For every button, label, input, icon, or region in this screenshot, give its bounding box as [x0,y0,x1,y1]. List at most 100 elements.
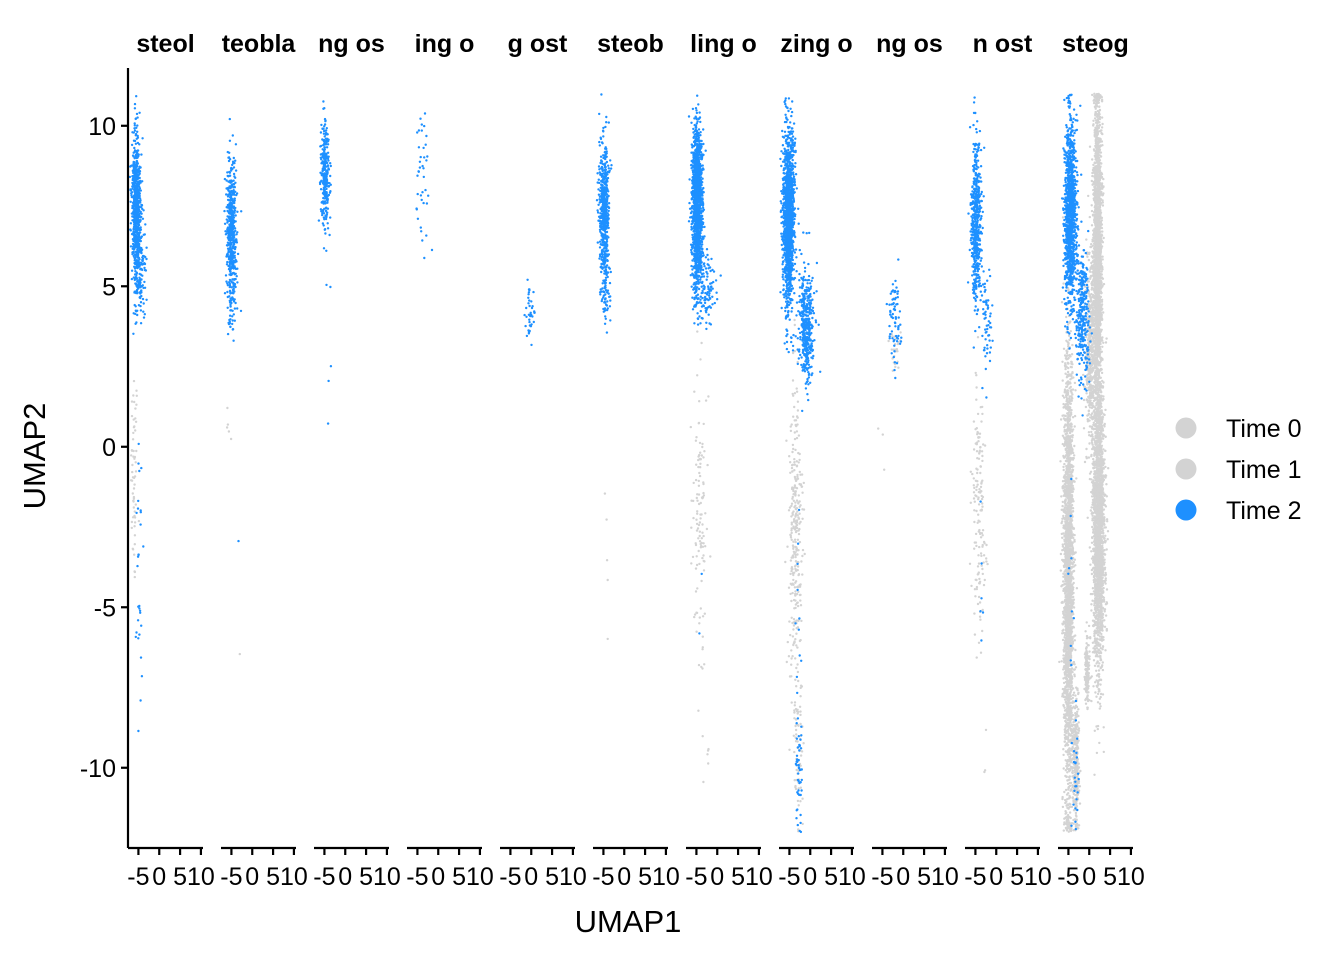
scatter-point [529,325,533,328]
scatter-point [601,248,604,251]
scatter-point [228,174,231,178]
scatter-point [320,201,323,204]
scatter-point [794,507,798,511]
scatter-point [235,238,238,241]
scatter-point [795,390,799,393]
scatter-point [607,206,611,210]
scatter-point [227,238,231,242]
scatter-point [704,309,707,312]
scatter-point [795,387,798,390]
scatter-point [422,146,425,150]
scatter-point [530,343,533,347]
scatter-point [140,205,143,209]
scatter-point [606,307,609,310]
scatter-point [228,278,232,282]
scatter-point [131,169,134,173]
scatter-point [694,226,697,229]
scatter-point [228,139,232,142]
scatter-point [802,742,805,745]
scatter-point [424,188,427,192]
scatter-point [713,301,716,305]
scatter-point [697,168,701,171]
scatter-point [698,176,701,180]
scatter-point [599,186,602,189]
scatter-point [599,212,602,215]
scatter-point [700,572,703,576]
scatter-point [322,127,325,130]
scatter-point [233,278,236,281]
scatter-point [695,463,698,466]
scatter-point [422,201,425,205]
scatter-point [606,225,609,228]
scatter-point [697,537,700,540]
scatter-point [610,164,613,167]
scatter-point [602,208,605,211]
scatter-point [134,470,138,473]
scatter-point [798,512,801,515]
scatter-point [706,749,710,752]
scatter-point [140,675,144,678]
scatter-point [801,797,804,800]
scatter-point [134,503,137,506]
scatter-point [130,277,134,281]
x-tick-label: 0 [245,863,259,891]
scatter-point [695,133,698,136]
scatter-point [795,487,799,490]
scatter-point [133,570,136,573]
scatter-point [133,400,136,404]
scatter-point [697,549,700,553]
scatter-point [698,217,701,220]
scatter-point [323,135,326,138]
scatter-point [229,256,232,260]
facet-points [128,95,148,733]
scatter-point [793,251,797,254]
scatter-point [791,555,795,559]
scatter-point [793,517,796,521]
scatter-point [141,137,144,140]
scatter-point [321,154,325,157]
scatter-point [231,190,234,193]
scatter-point [702,542,705,545]
scatter-point [696,162,699,165]
scatter-point [795,415,799,418]
scatter-point [795,521,799,524]
scatter-point [704,545,707,548]
scatter-point [697,205,701,208]
scatter-point [703,450,706,453]
scatter-point [696,512,699,515]
scatter-point [790,657,793,660]
scatter-point [790,663,793,666]
scatter-point [232,220,235,223]
scatter-point [139,699,142,702]
scatter-point [231,134,234,137]
scatter-point [135,254,138,257]
scatter-point [692,208,695,211]
scatter-point [232,242,236,246]
scatter-point [136,280,139,283]
scatter-point [703,612,706,615]
scatter-point [796,740,799,743]
scatter-point [137,193,141,196]
scatter-point [133,177,136,180]
scatter-point [702,186,705,190]
scatter-point [329,190,332,193]
scatter-point [601,129,605,132]
scatter-point [701,296,704,300]
scatter-point [696,510,699,513]
scatter-point [229,228,233,232]
scatter-point [140,153,143,156]
scatter-point [788,620,791,623]
scatter-point [697,455,700,458]
scatter-point [226,236,230,239]
x-tick-label: 5 [266,863,280,891]
x-tick-label: 10 [559,863,587,891]
scatter-point [133,127,136,130]
scatter-point [137,553,140,557]
scatter-point [715,291,718,294]
scatter-point [706,306,709,310]
scatter-point [602,217,605,220]
scatter-point [319,131,323,134]
scatter-point [793,704,796,707]
scatter-point [223,222,227,225]
scatter-point [133,107,137,110]
